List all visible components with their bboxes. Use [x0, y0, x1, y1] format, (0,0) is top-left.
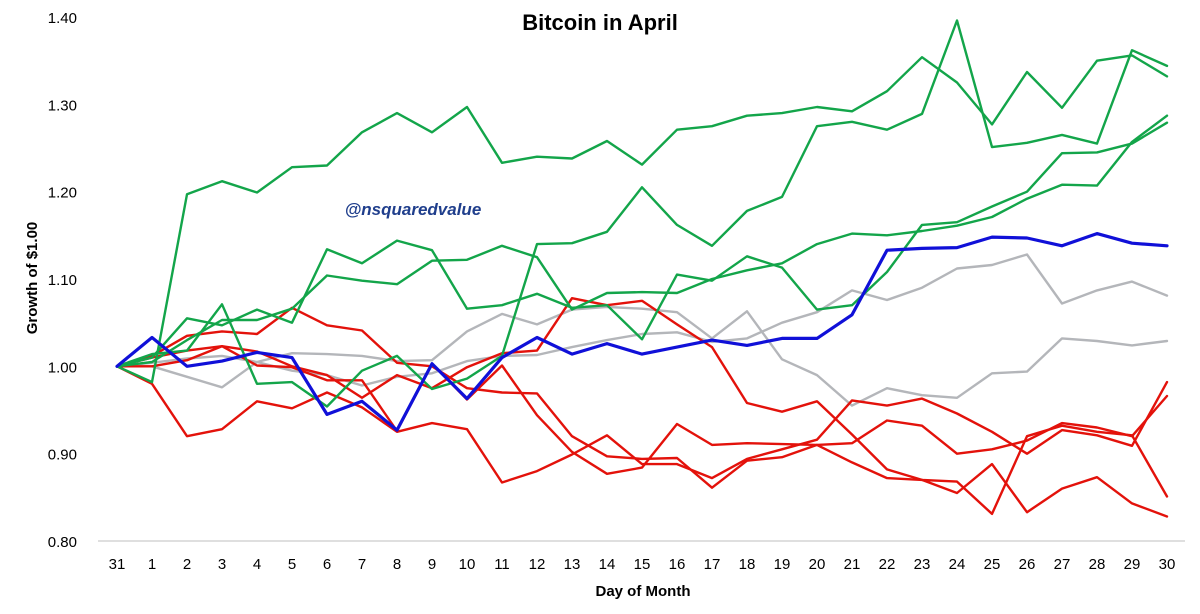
x-tick-label: 27	[1054, 556, 1071, 573]
y-axis-ticks: 0.80 0.90 1.00 1.10 1.20 1.30 1.40	[48, 10, 77, 551]
x-tick-label: 23	[914, 556, 931, 573]
x-tick-label: 7	[358, 556, 366, 573]
series-line-up-3	[115, 114, 1169, 368]
x-tick-label: 11	[494, 556, 510, 573]
x-tick-label: 26	[1019, 556, 1036, 573]
series-line-flat-5	[115, 253, 1169, 387]
x-tick-label: 3	[218, 556, 226, 573]
x-axis-title: Day of Month	[596, 583, 691, 600]
chart-title: Bitcoin in April	[522, 10, 678, 35]
y-tick-label: 1.00	[48, 359, 77, 376]
x-axis-ticks: 31 1 2 3 4 5 6 7 8 9 10 11 12 13 14 15 16 17 18 19 20 21 22 23 2…	[109, 556, 1176, 573]
series-line-flat-4	[115, 305, 1169, 407]
x-tick-label: 4	[253, 556, 261, 573]
series-line-current-10	[115, 232, 1169, 432]
x-tick-label: 24	[949, 556, 966, 573]
x-tick-label: 28	[1089, 556, 1106, 573]
series-layer	[115, 19, 1169, 518]
y-axis-title: Growth of $1.00	[24, 222, 41, 335]
y-tick-label: 1.40	[48, 10, 77, 27]
x-tick-label: 14	[599, 556, 616, 573]
series-line-down-6	[115, 365, 1169, 484]
x-tick-label: 10	[459, 556, 476, 573]
x-tick-label: 5	[288, 556, 296, 573]
x-tick-label: 30	[1159, 556, 1176, 573]
series-line-down-8	[115, 297, 1169, 516]
series-line-up-0	[115, 54, 1169, 384]
x-tick-label: 22	[879, 556, 896, 573]
y-tick-label: 0.90	[48, 447, 77, 464]
y-tick-label: 1.10	[48, 272, 77, 289]
x-tick-label: 17	[704, 556, 721, 573]
x-tick-label: 18	[739, 556, 756, 573]
x-tick-label: 31	[109, 556, 126, 573]
x-tick-label: 25	[984, 556, 1001, 573]
series-line-up-1	[115, 121, 1169, 368]
y-tick-label: 1.30	[48, 97, 77, 114]
series-line-down-9	[115, 345, 1169, 518]
x-tick-label: 2	[183, 556, 191, 573]
series-line-up-2	[115, 19, 1169, 408]
x-tick-label: 16	[669, 556, 686, 573]
y-tick-label: 1.20	[48, 185, 77, 202]
x-tick-label: 20	[809, 556, 826, 573]
x-tick-label: 9	[428, 556, 436, 573]
x-tick-label: 1	[148, 556, 156, 573]
y-tick-label: 0.80	[48, 534, 77, 551]
x-tick-label: 15	[634, 556, 651, 573]
x-tick-label: 29	[1124, 556, 1141, 573]
x-tick-label: 21	[844, 556, 861, 573]
x-tick-label: 8	[393, 556, 401, 573]
x-tick-label: 13	[564, 556, 581, 573]
x-tick-label: 12	[529, 556, 546, 573]
watermark-label: @nsquaredvalue	[345, 200, 482, 219]
x-tick-label: 19	[774, 556, 791, 573]
x-tick-label: 6	[323, 556, 331, 573]
